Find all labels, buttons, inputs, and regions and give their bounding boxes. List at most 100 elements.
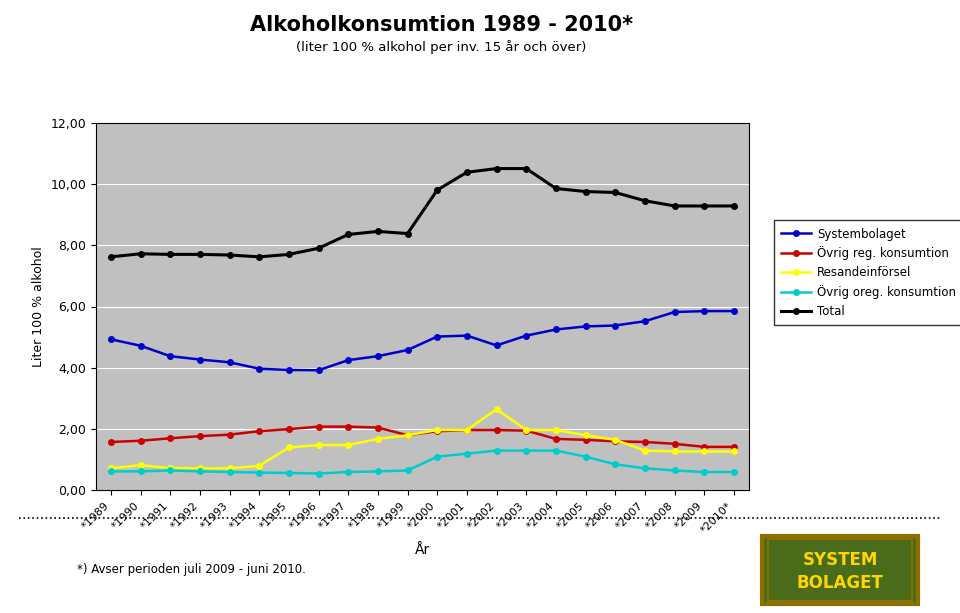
Övrig oreg. konsumtion — [461, 450, 472, 457]
Resandeinförsel — [194, 465, 205, 472]
Resandeinförsel — [729, 447, 740, 455]
Övrig oreg. konsumtion — [313, 470, 324, 477]
Resandeinförsel — [134, 462, 146, 469]
Övrig oreg. konsumtion — [372, 468, 384, 475]
Övrig oreg. konsumtion — [639, 465, 651, 472]
Övrig reg. konsumtion — [431, 428, 443, 435]
Resandeinförsel — [550, 427, 562, 434]
Systembolaget — [669, 308, 681, 316]
Övrig reg. konsumtion — [729, 443, 740, 451]
Övrig reg. konsumtion — [520, 427, 532, 434]
Systembolaget — [283, 366, 295, 373]
Övrig reg. konsumtion — [550, 435, 562, 443]
Resandeinförsel — [639, 447, 651, 454]
Total — [105, 253, 116, 261]
Total — [580, 188, 591, 195]
Systembolaget — [402, 346, 414, 354]
Övrig reg. konsumtion — [194, 433, 205, 440]
Övrig oreg. konsumtion — [253, 469, 265, 476]
Resandeinförsel — [343, 441, 354, 449]
Övrig reg. konsumtion — [343, 423, 354, 430]
Systembolaget — [461, 332, 472, 340]
Line: Övrig oreg. konsumtion: Övrig oreg. konsumtion — [108, 447, 736, 476]
Övrig oreg. konsumtion — [520, 447, 532, 454]
Text: År: År — [415, 543, 430, 557]
Line: Resandeinförsel: Resandeinförsel — [108, 406, 736, 471]
Övrig reg. konsumtion — [699, 443, 710, 451]
Total — [491, 165, 502, 172]
Systembolaget — [164, 352, 176, 360]
Resandeinförsel — [580, 432, 591, 439]
Övrig oreg. konsumtion — [343, 468, 354, 476]
Systembolaget — [343, 356, 354, 364]
Övrig oreg. konsumtion — [164, 467, 176, 474]
Övrig oreg. konsumtion — [669, 467, 681, 474]
Systembolaget — [580, 322, 591, 330]
Övrig reg. konsumtion — [669, 440, 681, 447]
Total — [610, 189, 621, 196]
Total — [729, 202, 740, 210]
Övrig reg. konsumtion — [313, 423, 324, 430]
Total — [461, 169, 472, 176]
Systembolaget — [729, 308, 740, 315]
Resandeinförsel — [224, 465, 235, 472]
Systembolaget — [520, 332, 532, 340]
Övrig reg. konsumtion — [402, 432, 414, 439]
Övrig reg. konsumtion — [639, 438, 651, 446]
Övrig oreg. konsumtion — [729, 468, 740, 476]
Övrig reg. konsumtion — [253, 428, 265, 435]
Resandeinförsel — [520, 427, 532, 434]
Total — [431, 186, 443, 194]
Övrig reg. konsumtion — [372, 424, 384, 432]
Övrig oreg. konsumtion — [580, 453, 591, 460]
Total — [313, 245, 324, 252]
Övrig reg. konsumtion — [283, 425, 295, 433]
Övrig reg. konsumtion — [164, 435, 176, 442]
Systembolaget — [224, 359, 235, 366]
Resandeinförsel — [461, 427, 472, 434]
Övrig oreg. konsumtion — [194, 468, 205, 475]
Total — [639, 197, 651, 205]
Total — [402, 230, 414, 237]
Text: (liter 100 % alkohol per inv. 15 år och över): (liter 100 % alkohol per inv. 15 år och … — [297, 40, 587, 54]
Resandeinförsel — [313, 441, 324, 449]
Line: Total: Total — [108, 166, 736, 260]
Total — [164, 251, 176, 258]
Systembolaget — [253, 365, 265, 372]
Övrig reg. konsumtion — [461, 427, 472, 434]
Total — [253, 253, 265, 261]
Line: Övrig reg. konsumtion: Övrig reg. konsumtion — [108, 424, 736, 450]
Resandeinförsel — [669, 447, 681, 455]
Y-axis label: Liter 100 % alkohol: Liter 100 % alkohol — [32, 246, 45, 367]
Text: BOLAGET: BOLAGET — [797, 574, 883, 592]
Övrig oreg. konsumtion — [224, 468, 235, 476]
Systembolaget — [491, 342, 502, 349]
Total — [283, 251, 295, 258]
Systembolaget — [550, 326, 562, 333]
Övrig oreg. konsumtion — [134, 468, 146, 475]
Resandeinförsel — [402, 432, 414, 439]
Line: Systembolaget: Systembolaget — [108, 308, 736, 373]
Text: *) Avser perioden juli 2009 - juni 2010.: *) Avser perioden juli 2009 - juni 2010. — [77, 563, 305, 576]
Resandeinförsel — [164, 465, 176, 472]
Total — [550, 185, 562, 192]
Övrig reg. konsumtion — [580, 436, 591, 444]
Övrig oreg. konsumtion — [402, 467, 414, 474]
Övrig reg. konsumtion — [105, 438, 116, 446]
Legend: Systembolaget, Övrig reg. konsumtion, Resandeinförsel, Övrig oreg. konsumtion, T: Systembolaget, Övrig reg. konsumtion, Re… — [775, 221, 960, 325]
Total — [372, 228, 384, 235]
Systembolaget — [639, 318, 651, 325]
Text: Alkoholkonsumtion 1989 - 2010*: Alkoholkonsumtion 1989 - 2010* — [250, 15, 634, 36]
Resandeinförsel — [372, 435, 384, 443]
Resandeinförsel — [491, 406, 502, 413]
Resandeinförsel — [105, 465, 116, 472]
Total — [343, 231, 354, 238]
Systembolaget — [313, 367, 324, 374]
Övrig oreg. konsumtion — [431, 453, 443, 460]
Total — [699, 202, 710, 210]
Systembolaget — [105, 336, 116, 343]
Total — [224, 251, 235, 259]
Övrig oreg. konsumtion — [491, 447, 502, 454]
Resandeinförsel — [431, 427, 443, 434]
Övrig oreg. konsumtion — [610, 461, 621, 468]
